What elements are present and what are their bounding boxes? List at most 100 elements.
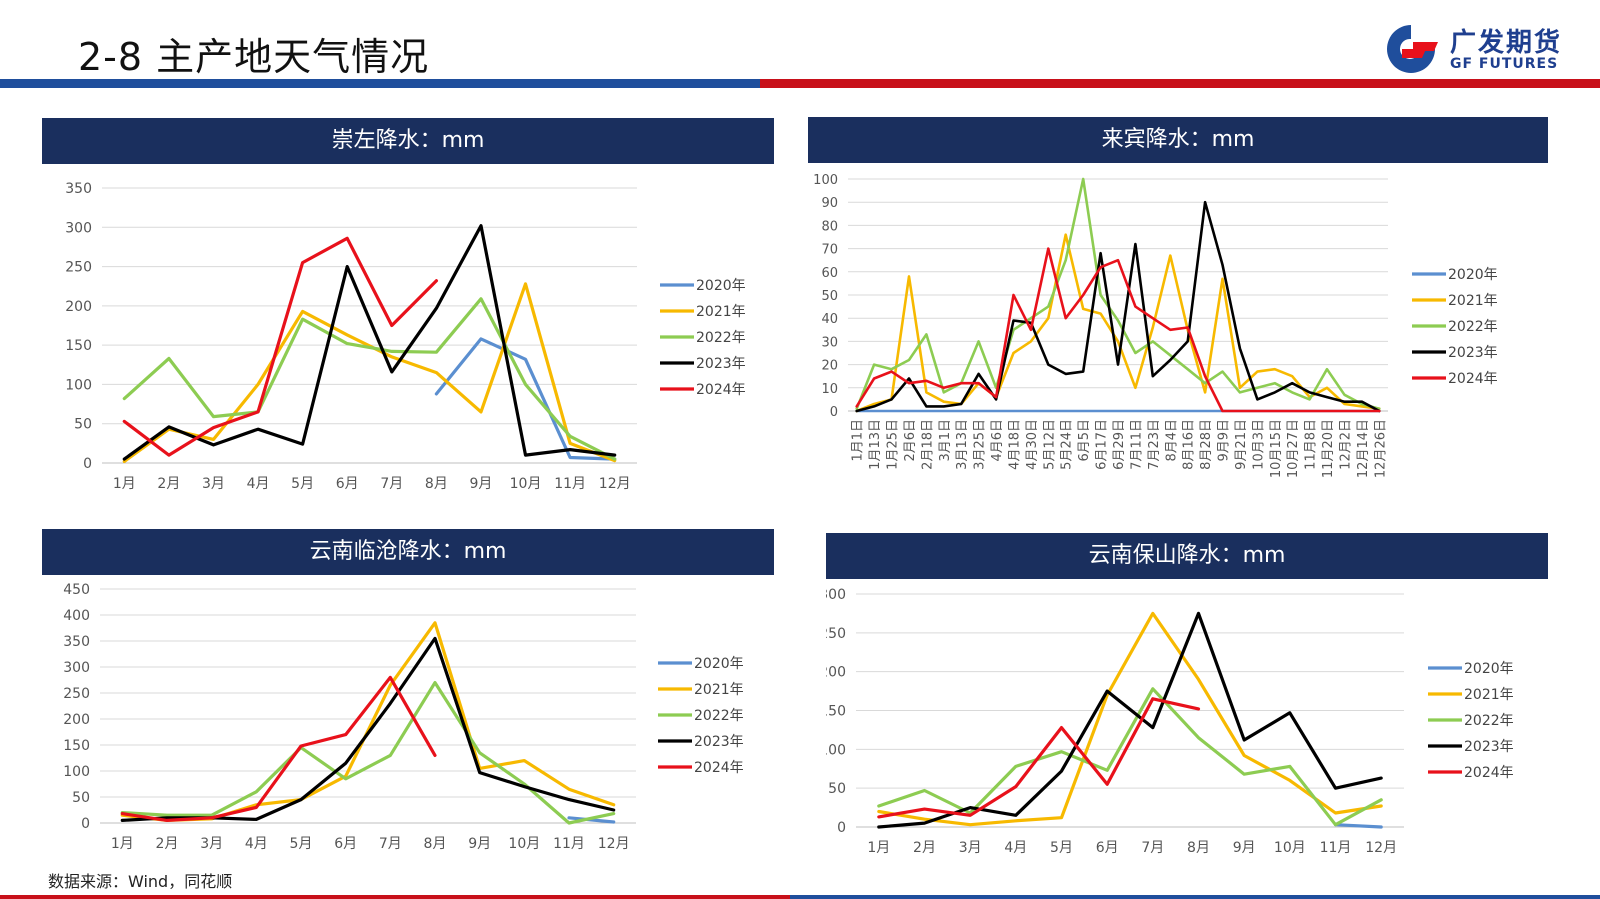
x-tick-label: 6月29日 (1112, 419, 1127, 470)
legend-label: 2021年 (1448, 293, 1498, 309)
legend-label: 2021年 (694, 682, 744, 698)
x-tick-label: 2月6日 (903, 419, 918, 462)
y-tick-label: 250 (63, 686, 90, 702)
x-tick-label: 9月9日 (1217, 419, 1232, 462)
gf-logo-icon (1387, 25, 1438, 73)
legend-label: 2020年 (1448, 267, 1498, 283)
x-tick-label: 7月 (380, 476, 403, 492)
y-tick-label: 150 (63, 738, 90, 754)
x-tick-label: 8月 (425, 476, 448, 492)
y-tick-label: 200 (65, 299, 92, 315)
y-tick-label: 50 (821, 289, 838, 304)
x-tick-label: 6月 (1096, 840, 1119, 856)
y-tick-label: 150 (826, 704, 846, 720)
x-tick-label: 4月30日 (1025, 419, 1040, 470)
x-tick-label: 5月 (1050, 840, 1073, 856)
y-tick-label: 300 (65, 220, 92, 236)
series-line-2021年 (122, 282, 617, 463)
x-tick-label: 1月25日 (886, 419, 901, 470)
x-tick-label: 1月13日 (868, 419, 883, 470)
x-tick-label: 11月 (554, 476, 586, 492)
x-tick-label: 11月 (553, 836, 585, 852)
x-tick-label: 11月20日 (1321, 419, 1336, 478)
y-tick-label: 40 (821, 312, 838, 327)
x-tick-label: 1月1日 (851, 419, 866, 462)
y-tick-label: 20 (821, 359, 838, 374)
y-tick-label: 300 (63, 660, 90, 676)
series-line-2024年 (120, 675, 437, 822)
legend-label: 2024年 (694, 760, 744, 776)
y-tick-label: 60 (821, 266, 838, 281)
x-tick-label: 3月1日 (938, 419, 953, 462)
legend-label: 2021年 (696, 304, 746, 320)
y-tick-label: 400 (63, 608, 90, 624)
series-line-2022年 (855, 177, 1381, 410)
x-tick-label: 7月 (379, 836, 402, 852)
x-tick-label: 11月 (1320, 840, 1352, 856)
legend-label: 2024年 (1448, 371, 1498, 387)
chart-title-lincang: 云南临沧降水：mm (42, 529, 774, 575)
series-line-2023年 (122, 224, 617, 461)
x-tick-label: 10月 (508, 836, 540, 852)
x-tick-label: 12月 (598, 836, 630, 852)
x-tick-label: 5月 (290, 836, 313, 852)
y-tick-label: 350 (65, 181, 92, 197)
x-tick-label: 2月18日 (920, 419, 935, 470)
legend-label: 2022年 (1448, 319, 1498, 335)
y-tick-label: 0 (837, 820, 846, 836)
x-tick-label: 10月27日 (1286, 419, 1301, 478)
legend-label: 2023年 (1448, 345, 1498, 361)
y-tick-label: 100 (826, 742, 846, 758)
x-tick-label: 12月26日 (1373, 419, 1388, 478)
y-tick-label: 90 (821, 196, 838, 211)
header-band-red (760, 79, 1600, 88)
x-tick-label: 2月 (157, 476, 180, 492)
header-band-blue (0, 79, 760, 88)
y-tick-label: 450 (63, 582, 90, 598)
x-tick-label: 6月 (334, 836, 357, 852)
y-tick-label: 0 (830, 405, 838, 420)
baoshan-rain-chart: 0 50 100 150 200 250 300 1月 2月 3月 4月 5月 6月 7月 8月 9月 10月 1… (826, 587, 1514, 856)
series-line-2021年 (855, 233, 1381, 413)
x-tick-label: 8月 (424, 836, 447, 852)
y-tick-label: 10 (821, 382, 838, 397)
x-tick-label: 6月5日 (1077, 419, 1092, 462)
x-tick-label: 2月 (913, 840, 936, 856)
x-tick-label: 8月4日 (1164, 419, 1179, 462)
x-tick-label: 10月 (1274, 840, 1306, 856)
series-line-2023年 (877, 611, 1383, 829)
y-tick-label: 250 (826, 626, 846, 642)
series-line-2021年 (877, 611, 1383, 827)
series-line-2024年 (122, 236, 438, 457)
y-tick-label: 0 (81, 816, 90, 832)
x-tick-label: 10月3日 (1251, 419, 1266, 470)
footer-band-blue (790, 895, 1600, 899)
y-tick-label: 150 (65, 338, 92, 354)
x-tick-label: 12月2日 (1338, 419, 1353, 470)
x-tick-label: 10月15日 (1269, 419, 1284, 478)
x-tick-label: 9月 (1233, 840, 1256, 856)
legend-label: 2020年 (696, 278, 746, 294)
y-tick-label: 100 (65, 377, 92, 393)
x-tick-label: 12月 (599, 476, 631, 492)
legend-label: 2022年 (694, 708, 744, 724)
x-tick-label: 4月18日 (1007, 419, 1022, 470)
x-tick-label: 8月16日 (1182, 419, 1197, 470)
y-tick-label: 200 (63, 712, 90, 728)
series-line-2024年 (877, 697, 1201, 819)
page-title: 2-8 主产地天气情况 (78, 35, 430, 79)
series-line-2020年 (1333, 823, 1383, 829)
x-tick-label: 2月 (156, 836, 179, 852)
series-line-2022年 (122, 297, 617, 461)
legend-label: 2023年 (694, 734, 744, 750)
chart-title-laibin: 来宾降水：mm (808, 117, 1548, 163)
x-tick-label: 4月 (245, 836, 268, 852)
x-tick-label: 3月13日 (955, 419, 970, 470)
chart-title-chongzuo: 崇左降水：mm (42, 118, 774, 164)
legend-label: 2020年 (1464, 661, 1514, 677)
x-tick-label: 9月 (468, 836, 491, 852)
laibin-rain-chart: 0 10 20 30 40 50 60 70 80 90 100 1月1日 1月13日 1月25日 2月6日… (813, 173, 1498, 478)
x-tick-label: 1月 (111, 836, 134, 852)
x-tick-label: 6月 (336, 476, 359, 492)
y-tick-label: 350 (63, 634, 90, 650)
